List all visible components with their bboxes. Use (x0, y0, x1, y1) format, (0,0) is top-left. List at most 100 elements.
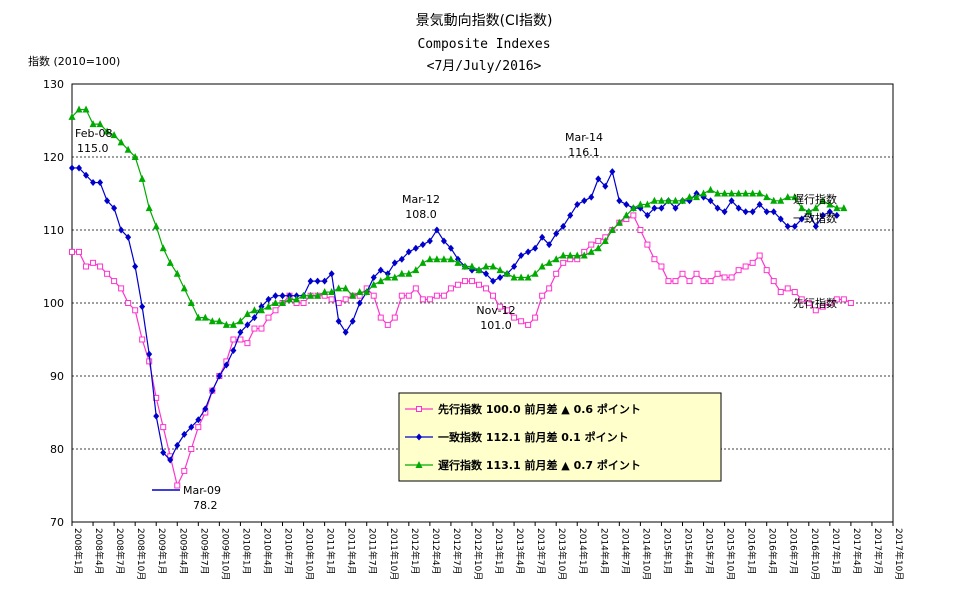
lagging-point (798, 204, 806, 212)
lagging-point (601, 236, 609, 244)
lagging-point (615, 218, 623, 226)
leading-point (447, 285, 454, 292)
coincident-point (307, 277, 314, 285)
leading-point (504, 307, 511, 314)
coincident-point (118, 226, 125, 234)
legend-marker (415, 461, 423, 468)
x-tick-label: 2013年10月 (556, 528, 568, 580)
leading-point (461, 278, 468, 285)
coincident-point (181, 430, 188, 438)
leading-point (665, 278, 672, 285)
lagging-point (559, 251, 567, 259)
lagging-point (440, 255, 448, 263)
coincident-point (188, 423, 195, 431)
lagging-point (222, 320, 230, 328)
leading-point (812, 307, 819, 314)
coincident-point (511, 263, 518, 270)
leading-point (532, 314, 539, 321)
coincident-point (567, 211, 574, 219)
y-tick-label: 120 (43, 151, 64, 164)
x-tick-label: 2013年7月 (535, 528, 547, 575)
leading-point (391, 314, 398, 321)
lagging-point (728, 189, 736, 197)
annotation-value: 78.2 (193, 499, 218, 512)
lagging-point (770, 196, 778, 204)
lagging-point (117, 138, 125, 146)
lagging-point (482, 262, 490, 270)
lagging-point (791, 193, 799, 201)
x-tick-label: 2016年10月 (809, 528, 821, 580)
leading-point (651, 256, 658, 263)
coincident-point (651, 204, 658, 212)
coincident-point (616, 197, 623, 205)
x-axis-ticks: 2008年1月 2008年4月 2008年7月 2008年10月 2009年1月 2009… (71, 522, 905, 580)
coincident-point (433, 226, 440, 234)
coincident-point (391, 259, 398, 267)
lagging-point (643, 200, 651, 208)
annotation-label: Mar-09 (183, 484, 221, 497)
x-tick-label: 2016年7月 (788, 528, 800, 575)
coincident-point (202, 405, 209, 413)
lagging-point (721, 189, 729, 197)
leading-point (468, 278, 475, 285)
coincident-point (349, 317, 356, 325)
lagging-point (756, 189, 764, 197)
coincident-point (532, 244, 539, 252)
x-tick-label: 2016年4月 (767, 528, 779, 575)
leading-point (644, 241, 651, 248)
x-tick-label: 2009年10月 (219, 528, 231, 580)
lagging-point (545, 258, 553, 266)
lagging-point (566, 251, 574, 259)
coincident-point (426, 237, 433, 245)
coincident-point (483, 270, 490, 278)
lagging-point (433, 255, 441, 263)
lagging-point (573, 251, 581, 259)
x-tick-label: 2017年4月 (851, 528, 863, 575)
coincident-point (90, 179, 97, 187)
coincident-point (251, 314, 258, 322)
lagging-point (707, 185, 715, 193)
coincident-point (321, 277, 328, 285)
x-tick-label: 2010年4月 (261, 528, 273, 575)
coincident-point (328, 270, 335, 278)
lagging-point (243, 309, 251, 317)
leading-point (132, 307, 139, 314)
x-tick-label: 2011年7月 (367, 528, 379, 575)
x-tick-label: 2012年4月 (430, 528, 442, 575)
x-tick-label: 2017年10月 (893, 528, 905, 580)
leading-point (763, 267, 770, 274)
x-tick-label: 2012年7月 (451, 528, 463, 575)
coincident-point (97, 179, 104, 187)
x-tick-label: 2010年1月 (240, 528, 252, 575)
lagging-point (201, 313, 209, 321)
lagging-point (742, 189, 750, 197)
coincident-point (440, 237, 447, 245)
coincident-point (553, 230, 560, 238)
lagging-point (356, 288, 364, 296)
lagging-point (517, 273, 525, 281)
legend-entry: 先行指数 100.0 前月差 ▲ 0.6 ポイント (438, 402, 641, 416)
coincident-point (560, 222, 567, 230)
coincident-point (525, 248, 532, 256)
coincident-point (398, 255, 405, 263)
x-tick-label: 2013年1月 (493, 528, 505, 575)
leading-point (707, 278, 714, 285)
lagging-point (363, 288, 371, 296)
leading-point (714, 270, 721, 277)
leading-point (637, 227, 644, 233)
coincident-point (314, 277, 321, 285)
coincident-point (230, 346, 237, 354)
leading-point (840, 296, 847, 303)
y-axis-ticks: 70 80 90 100 110 120 130 (43, 78, 64, 529)
leading-point (160, 424, 167, 431)
x-tick-label: 2009年4月 (177, 528, 189, 575)
leading-point (546, 285, 553, 292)
leading-point (595, 237, 602, 244)
lagging-point (629, 204, 637, 212)
leading-point (728, 274, 735, 281)
lagging-point (657, 196, 665, 204)
lagging-point (398, 269, 406, 277)
x-tick-label: 2011年4月 (346, 528, 358, 575)
leading-point (721, 274, 728, 281)
coincident-point (76, 164, 83, 172)
